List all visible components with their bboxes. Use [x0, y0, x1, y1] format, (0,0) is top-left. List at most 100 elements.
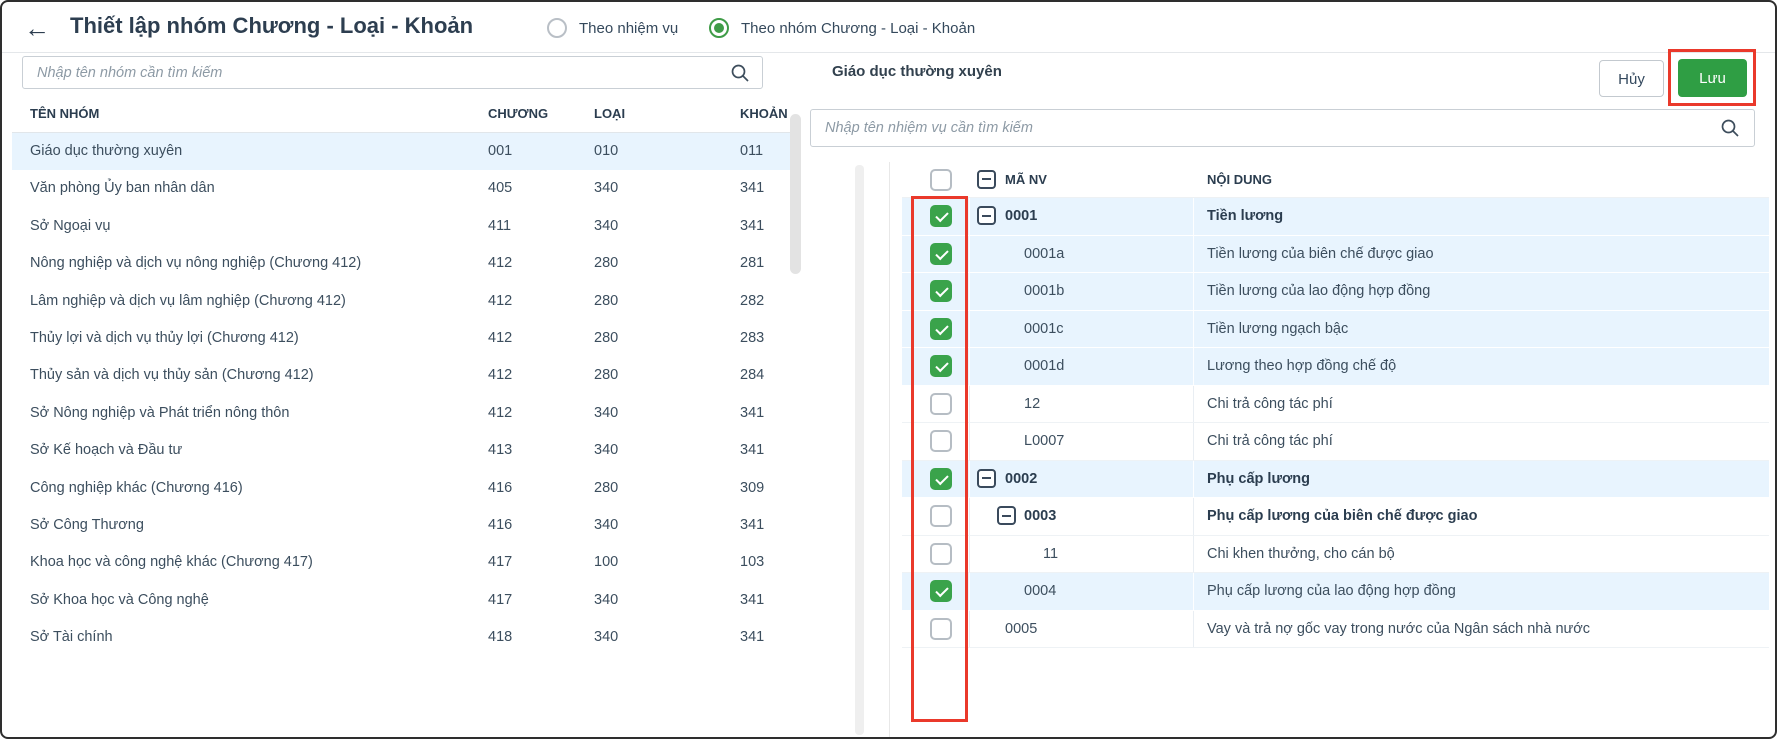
checkbox-cell — [902, 573, 970, 610]
cell-khoan: 283 — [740, 329, 765, 346]
task-code: 0001b — [1024, 283, 1065, 299]
checkbox-checked[interactable] — [930, 467, 952, 490]
checkbox-unchecked[interactable] — [930, 617, 952, 640]
task-row[interactable]: 0001 Tiền lương — [902, 198, 1769, 236]
checkbox-checked[interactable] — [930, 355, 952, 378]
group-row[interactable]: Công nghiệp khác (Chương 416) 416 280 309 — [12, 470, 792, 507]
radio-circle-icon[interactable] — [547, 18, 567, 38]
task-row[interactable]: 0005 Vay và trả nợ gốc vay trong nước của… — [902, 610, 1769, 648]
cell-name: Công nghiệp khác (Chương 416) — [30, 479, 243, 496]
task-content: Phụ cấp lương — [1207, 470, 1310, 487]
task-content: Tiền lương ngạch bậc — [1207, 320, 1349, 337]
collapse-icon[interactable] — [977, 468, 996, 488]
radio-theo-nhom-chuong-loai-khoan[interactable]: Theo nhóm Chương - Loại - Khoản — [709, 18, 975, 38]
cell-chuong: 412 — [488, 255, 513, 272]
checkbox-checked[interactable] — [930, 205, 952, 228]
group-row[interactable]: Thủy lợi và dịch vụ thủy lợi (Chương 412… — [12, 320, 792, 357]
cancel-button[interactable]: Hủy — [1599, 60, 1664, 97]
checkbox-unchecked[interactable] — [930, 542, 952, 565]
content-cell: Phụ cấp lương của biên chế được giao — [1194, 498, 1769, 535]
select-all-checkbox[interactable] — [930, 168, 952, 191]
task-row[interactable]: 11 Chi khen thưởng, cho cán bộ — [902, 535, 1769, 573]
task-code: 0005 — [1005, 620, 1038, 637]
code-cell: 11 — [970, 535, 1194, 572]
group-row[interactable]: Sở Công Thương 416 340 341 — [12, 507, 792, 544]
checkbox-checked[interactable] — [930, 280, 952, 303]
cell-khoan: 341 — [740, 180, 765, 197]
search-icon[interactable] — [1720, 118, 1740, 138]
group-row[interactable]: Giáo dục thường xuyên 001 010 011 — [12, 133, 792, 171]
task-row[interactable]: 0001c Tiền lương ngạch bậc — [902, 310, 1769, 348]
cell-chuong: 418 — [488, 629, 513, 646]
task-row[interactable]: 12 Chi trả công tác phí — [902, 385, 1769, 423]
cell-name: Giáo dục thường xuyên — [30, 143, 183, 159]
radio-circle-selected-icon[interactable] — [709, 18, 729, 38]
cell-name: Sở Nông nghiệp và Phát triển nông thôn — [30, 404, 290, 421]
task-content: Phụ cấp lương của biên chế được giao — [1207, 508, 1478, 524]
task-content: Vay và trả nợ gốc vay trong nước của Ngâ… — [1207, 620, 1590, 637]
column-header-noi-dung: NỘI DUNG — [1207, 172, 1272, 187]
group-row[interactable]: Sở Tài chính 418 340 341 — [12, 619, 792, 656]
cell-loai: 280 — [594, 292, 619, 309]
page-title: Thiết lập nhóm Chương - Loại - Khoản — [70, 13, 474, 38]
checkbox-cell — [902, 610, 970, 647]
task-row[interactable]: 0002 Phụ cấp lương — [902, 460, 1769, 498]
task-row[interactable]: 0004 Phụ cấp lương của lao động hợp đồng — [902, 573, 1769, 611]
code-cell: 0001d — [970, 348, 1194, 385]
task-content: Lương theo hợp đồng chế độ — [1207, 358, 1397, 374]
content-cell: Phụ cấp lương của lao động hợp đồng — [1194, 573, 1769, 610]
checkbox-checked[interactable] — [930, 242, 952, 265]
radio-theo-nhiem-vu[interactable]: Theo nhiệm vụ — [547, 18, 678, 38]
group-row[interactable]: Lâm nghiệp và dịch vụ lâm nghiệp (Chương… — [12, 283, 792, 320]
cell-chuong: 412 — [488, 404, 513, 421]
right-table-scrollbar[interactable] — [855, 165, 864, 735]
column-header-loai: LOẠI — [594, 106, 626, 121]
cell-loai: 340 — [594, 442, 619, 459]
collapse-icon[interactable] — [977, 206, 996, 226]
checkbox-unchecked[interactable] — [930, 505, 952, 528]
save-button[interactable]: Lưu — [1678, 59, 1747, 97]
code-cell: 0001a — [970, 235, 1194, 272]
code-cell: 0004 — [970, 573, 1194, 610]
group-row[interactable]: Nông nghiệp và dịch vụ nông nghiệp (Chươ… — [12, 245, 792, 282]
task-row[interactable]: 0001a Tiền lương của biên chế được giao — [902, 235, 1769, 273]
group-table: TÊN NHÓM CHƯƠNG LOẠI KHOẢN Giáo dục thườ… — [12, 94, 792, 656]
task-row[interactable]: 0001b Tiền lương của lao động hợp đồng — [902, 273, 1769, 311]
checkbox-cell — [902, 535, 970, 572]
checkbox-checked[interactable] — [930, 317, 952, 340]
checkbox-unchecked[interactable] — [930, 392, 952, 415]
cell-chuong: 412 — [488, 292, 513, 309]
group-row[interactable]: Sở Ngoại vụ 411 340 341 — [12, 208, 792, 245]
cell-chuong: 417 — [488, 591, 513, 608]
cell-name: Sở Khoa học và Công nghệ — [30, 591, 209, 608]
checkbox-checked[interactable] — [930, 580, 952, 603]
task-row[interactable]: 0001d Lương theo hợp đồng chế độ — [902, 348, 1769, 386]
search-icon[interactable] — [730, 63, 750, 83]
checkbox-unchecked[interactable] — [930, 430, 952, 453]
column-header-chuong: CHƯƠNG — [488, 106, 549, 121]
cell-khoan: 284 — [740, 367, 765, 384]
group-row[interactable]: Sở Khoa học và Công nghệ 417 340 341 — [12, 582, 792, 619]
group-row[interactable]: Sở Nông nghiệp và Phát triển nông thôn 41… — [12, 395, 792, 432]
annotation-box-save-button — [1668, 49, 1756, 106]
task-row[interactable]: 0003 Phụ cấp lương của biên chế được giao — [902, 498, 1769, 536]
group-row[interactable]: Sở Kế hoạch và Đầu tư 413 340 341 — [12, 432, 792, 469]
cell-chuong: 412 — [488, 367, 513, 384]
annotation-box-checkbox-column — [911, 196, 968, 722]
cell-chuong: 405 — [488, 180, 513, 197]
cell-khoan: 341 — [740, 516, 765, 533]
collapse-all-icon[interactable] — [977, 169, 996, 189]
back-arrow-icon[interactable]: ← — [24, 13, 50, 43]
cell-chuong: 417 — [488, 554, 513, 571]
checkbox-cell — [902, 460, 970, 497]
group-search-input[interactable] — [23, 57, 762, 88]
group-row[interactable]: Thủy sản và dịch vụ thủy sản (Chương 412… — [12, 357, 792, 394]
task-row[interactable]: L0007 Chi trả công tác phí — [902, 423, 1769, 461]
cell-name: Văn phòng Ủy ban nhân dân — [30, 180, 215, 197]
group-row[interactable]: Văn phòng Ủy ban nhân dân 405 340 341 — [12, 170, 792, 207]
right-table-body: 0001 Tiền lương 0001a Tiền lương của biên c… — [902, 198, 1769, 648]
group-row[interactable]: Khoa học và công nghệ khác (Chương 417) 4… — [12, 544, 792, 581]
left-table-scrollbar-thumb[interactable] — [790, 114, 801, 274]
collapse-icon[interactable] — [997, 506, 1016, 526]
task-search-input[interactable] — [811, 110, 1754, 146]
